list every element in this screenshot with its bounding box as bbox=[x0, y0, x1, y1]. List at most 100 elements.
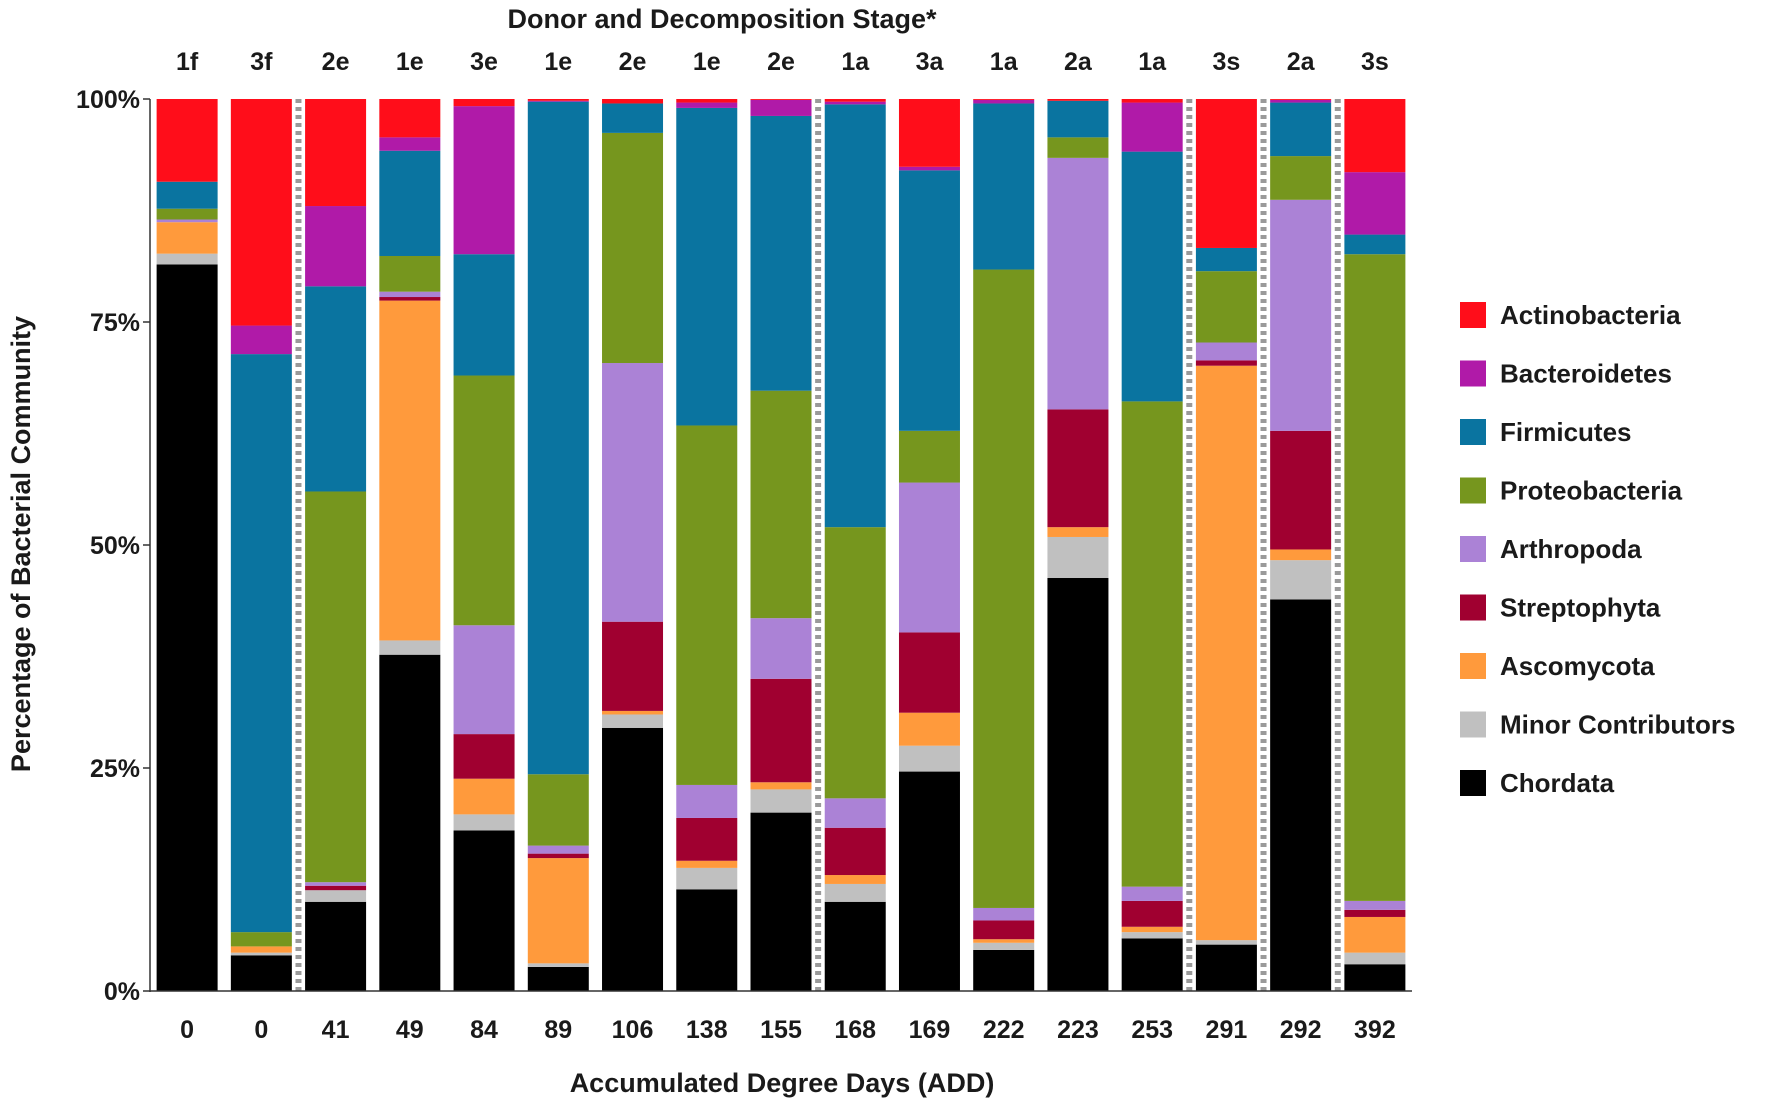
legend-label-bacteroidetes: Bacteroidetes bbox=[1500, 359, 1672, 389]
bar-segment-proteobacteria-15 bbox=[1270, 156, 1332, 200]
bar-segment-proteobacteria-12 bbox=[1047, 137, 1109, 158]
stage-label-4: 3e bbox=[470, 48, 498, 76]
bar-segment-ascomycota-4 bbox=[453, 778, 515, 815]
bar-stack-14 bbox=[1195, 99, 1257, 991]
bar-stack-10 bbox=[898, 99, 960, 991]
bar-segment-chordata-11 bbox=[973, 949, 1035, 991]
stage-label-1: 3f bbox=[250, 48, 273, 76]
bar-stack-11 bbox=[973, 99, 1035, 991]
legend: Actinobacteria Bacteroidetes Firmicutes Pro… bbox=[1460, 300, 1735, 798]
bar-segment-chordata-1 bbox=[230, 955, 292, 991]
bar-segment-firmicutes-16 bbox=[1344, 234, 1406, 255]
bar-stack-8 bbox=[750, 99, 812, 991]
bar-stack-12 bbox=[1047, 99, 1109, 991]
bar-segment-minor-contributors-10 bbox=[898, 745, 960, 772]
bar-segment-actinobacteria-5 bbox=[527, 99, 589, 101]
bar-segment-streptophyta-10 bbox=[898, 632, 960, 713]
bar-segment-proteobacteria-2 bbox=[305, 491, 367, 883]
bar-segment-firmicutes-8 bbox=[750, 115, 812, 391]
y-tick-label-3: 75% bbox=[90, 309, 140, 337]
bar-segment-arthropoda-13 bbox=[1121, 886, 1183, 901]
legend-swatch-bacteroidetes bbox=[1460, 360, 1486, 387]
legend-label-proteobacteria: Proteobacteria bbox=[1500, 476, 1683, 506]
bar-segment-minor-contributors-16 bbox=[1344, 952, 1406, 965]
bar-stack-9 bbox=[824, 99, 886, 991]
bar-segment-bacteroidetes-8 bbox=[750, 99, 812, 116]
bar-segment-bacteroidetes-10 bbox=[898, 166, 960, 171]
bar-segment-minor-contributors-13 bbox=[1121, 932, 1183, 939]
bar-segment-actinobacteria-0 bbox=[156, 99, 218, 182]
bar-segment-bacteroidetes-7 bbox=[676, 102, 738, 108]
x-tick-label-9: 168 bbox=[834, 1016, 876, 1044]
bar-segment-actinobacteria-4 bbox=[453, 99, 515, 107]
bar-segment-firmicutes-10 bbox=[898, 170, 960, 431]
legend-swatch-streptophyta bbox=[1460, 594, 1486, 621]
bar-segment-chordata-8 bbox=[750, 812, 812, 991]
bar-segment-minor-contributors-5 bbox=[527, 963, 589, 967]
bar-segment-arthropoda-10 bbox=[898, 482, 960, 633]
stage-label-5: 1e bbox=[544, 48, 572, 76]
y-tick-label-1: 25% bbox=[90, 755, 140, 783]
bar-segment-proteobacteria-13 bbox=[1121, 401, 1183, 887]
x-tick-label-10: 169 bbox=[909, 1016, 951, 1044]
bar-stack-1 bbox=[230, 99, 292, 991]
bar-segment-bacteroidetes-1 bbox=[230, 325, 292, 355]
bar-segment-arthropoda-0 bbox=[156, 219, 218, 223]
legend-swatch-minor-contributors bbox=[1460, 711, 1486, 738]
bar-segment-ascomycota-13 bbox=[1121, 926, 1183, 933]
bar-segment-minor-contributors-11 bbox=[973, 942, 1035, 950]
bar-segment-chordata-15 bbox=[1270, 599, 1332, 991]
bar-segment-proteobacteria-6 bbox=[602, 132, 664, 364]
x-tick-label-2: 41 bbox=[322, 1016, 350, 1044]
bar-segment-ascomycota-7 bbox=[676, 860, 738, 868]
bar-segment-bacteroidetes-3 bbox=[379, 137, 441, 151]
bar-segment-firmicutes-11 bbox=[973, 103, 1035, 270]
bar-segment-firmicutes-0 bbox=[156, 181, 218, 209]
stage-label-16: 3s bbox=[1361, 48, 1389, 76]
bar-segment-chordata-5 bbox=[527, 966, 589, 991]
bar-segment-ascomycota-10 bbox=[898, 712, 960, 746]
bar-segment-chordata-4 bbox=[453, 830, 515, 991]
bar-segment-ascomycota-6 bbox=[602, 710, 664, 715]
legend-label-actinobacteria: Actinobacteria bbox=[1500, 300, 1681, 330]
legend-label-arthropoda: Arthropoda bbox=[1500, 534, 1642, 564]
x-tick-label-3: 49 bbox=[396, 1016, 424, 1044]
bar-segment-bacteroidetes-13 bbox=[1121, 102, 1183, 152]
legend-item-arthropoda: Arthropoda bbox=[1460, 534, 1642, 564]
legend-label-minor-contributors: Minor Contributors bbox=[1500, 710, 1735, 740]
bar-stack-13 bbox=[1121, 99, 1183, 991]
bar-segment-proteobacteria-5 bbox=[527, 774, 589, 846]
bar-segment-firmicutes-15 bbox=[1270, 102, 1332, 157]
bar-segment-actinobacteria-9 bbox=[824, 99, 886, 102]
bar-segment-ascomycota-14 bbox=[1195, 365, 1257, 941]
bar-segment-streptophyta-4 bbox=[453, 734, 515, 779]
bar-segment-minor-contributors-14 bbox=[1195, 940, 1257, 945]
bar-segment-ascomycota-15 bbox=[1270, 549, 1332, 561]
legend-swatch-ascomycota bbox=[1460, 653, 1486, 679]
bar-segment-firmicutes-4 bbox=[453, 254, 515, 376]
bar-segment-proteobacteria-3 bbox=[379, 255, 441, 292]
bar-segment-chordata-7 bbox=[676, 889, 738, 991]
bar-segment-ascomycota-8 bbox=[750, 782, 812, 790]
bar-segment-chordata-6 bbox=[602, 727, 664, 991]
bar-segment-chordata-16 bbox=[1344, 964, 1406, 991]
bar-stack-7 bbox=[676, 99, 738, 991]
legend-label-chordata: Chordata bbox=[1500, 768, 1615, 798]
bar-segment-firmicutes-3 bbox=[379, 150, 441, 256]
legend-item-minor-contributors: Minor Contributors bbox=[1460, 710, 1735, 740]
bar-segment-bacteroidetes-5 bbox=[527, 100, 589, 102]
legend-item-chordata: Chordata bbox=[1460, 768, 1615, 798]
bar-segment-firmicutes-2 bbox=[305, 286, 367, 492]
bar-segment-firmicutes-7 bbox=[676, 107, 738, 426]
bar-segment-minor-contributors-4 bbox=[453, 814, 515, 831]
bar-stack-6 bbox=[602, 99, 664, 991]
bar-segment-actinobacteria-16 bbox=[1344, 99, 1406, 173]
bar-segment-minor-contributors-6 bbox=[602, 714, 664, 728]
stage-label-9: 1a bbox=[841, 48, 870, 76]
bar-segment-ascomycota-3 bbox=[379, 300, 441, 641]
bar-segment-firmicutes-6 bbox=[602, 103, 664, 133]
bar-segment-arthropoda-8 bbox=[750, 618, 812, 679]
bar-segment-minor-contributors-0 bbox=[156, 253, 218, 265]
stage-label-6: 2e bbox=[619, 48, 647, 76]
bar-stack-4 bbox=[453, 99, 515, 991]
